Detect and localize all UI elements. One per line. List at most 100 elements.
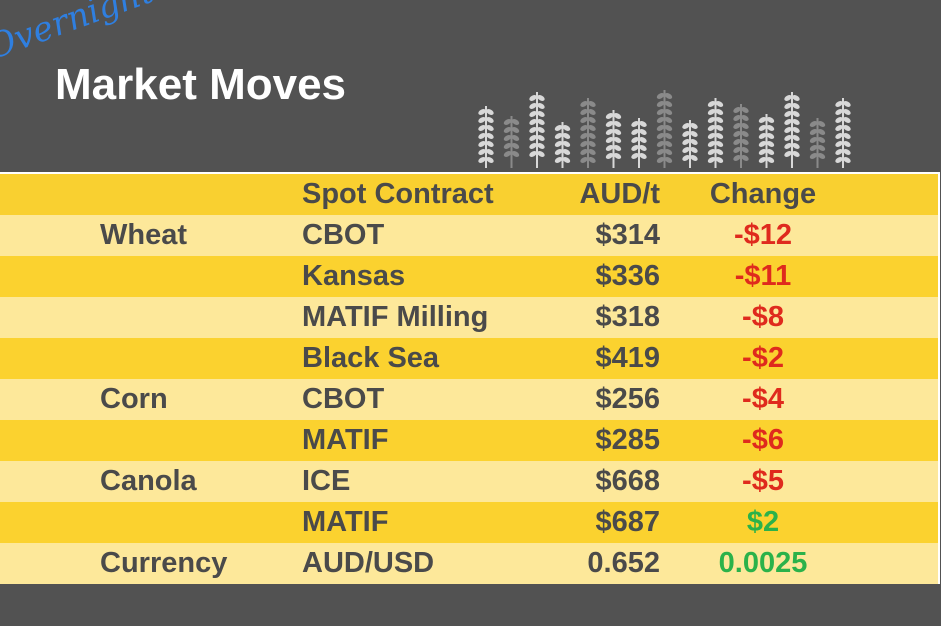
change: -$11 xyxy=(734,260,792,292)
price: $318 xyxy=(595,301,660,333)
wheat-stalk xyxy=(580,117,588,123)
wheat-stalk xyxy=(554,141,563,147)
table-row: Wheat CBOT $314 -$12 xyxy=(0,215,938,256)
wheat-stalk xyxy=(478,117,486,123)
wheat-stalk xyxy=(511,135,520,141)
subtitle: Overnight xyxy=(0,0,160,69)
wheat-stalk xyxy=(784,95,792,101)
change: -$8 xyxy=(742,301,784,333)
wheat-stalk xyxy=(690,147,698,153)
wheat-stalk xyxy=(478,149,486,155)
wheat-stalk xyxy=(656,101,665,107)
wheat-stalk xyxy=(588,157,596,163)
wheat-stalk xyxy=(631,153,639,159)
change: $2 xyxy=(746,506,780,538)
wheat-stalk xyxy=(741,115,749,121)
wheat-stalk xyxy=(631,145,639,151)
wheat-stalk xyxy=(817,129,826,135)
wheat-stalk xyxy=(843,101,851,107)
wheat-stalk xyxy=(835,101,843,107)
wheat-stalk xyxy=(758,133,767,139)
contract: Kansas xyxy=(302,260,406,292)
wheat-stalk xyxy=(562,149,571,155)
wheat-stalk xyxy=(537,127,545,133)
wheat-stalk xyxy=(664,141,673,147)
wheat-stalk xyxy=(486,133,494,139)
wheat-stalk xyxy=(613,137,622,143)
wheat-stalk xyxy=(478,141,486,147)
wheat-stalk xyxy=(562,125,571,131)
table-row: Kansas $336 -$11 xyxy=(0,256,938,297)
wheat-stalk xyxy=(537,143,545,149)
wheat-stalk xyxy=(605,129,614,135)
wheat-stalk xyxy=(588,117,596,123)
wheat-stalk xyxy=(529,95,537,101)
wheat-stalk xyxy=(733,155,741,161)
wheat-stalk xyxy=(639,145,647,151)
wheat-stalk xyxy=(733,123,741,129)
wheat-stalk xyxy=(580,149,588,155)
wheat-stalk xyxy=(656,125,665,131)
table-row: Canola ICE $668 -$5 xyxy=(0,461,938,502)
wheat-stalk xyxy=(656,141,665,147)
wheat-stalk xyxy=(792,143,800,149)
wheat-stalk xyxy=(817,145,826,151)
wheat-stalk xyxy=(613,129,622,135)
change: 0.0025 xyxy=(718,547,808,579)
wheat-stalk xyxy=(733,107,741,113)
wheat-stalk xyxy=(835,109,843,115)
header-row: Spot Contract AUD/t Change xyxy=(0,174,938,215)
wheat-stalk xyxy=(486,117,494,123)
wheat-stalk xyxy=(529,143,537,149)
wheat-stalk xyxy=(613,145,622,151)
change: -$4 xyxy=(742,383,784,415)
wheat-stalk xyxy=(580,125,588,131)
wheat-stalk xyxy=(554,125,563,131)
wheat-stalk xyxy=(580,133,588,139)
wheat-stalk xyxy=(792,95,800,101)
wheat-stalk xyxy=(503,119,512,125)
wheat-stalk xyxy=(588,125,596,131)
wheat-stalk xyxy=(682,131,690,137)
wheat-stalk xyxy=(503,143,512,149)
wheat-stalk xyxy=(766,133,775,139)
wheat-stalk xyxy=(562,141,571,147)
wheat-stalk xyxy=(613,153,622,159)
wheat-stalk xyxy=(792,151,800,157)
price: 0.652 xyxy=(587,547,660,579)
header-cell: Spot Contract xyxy=(302,178,494,210)
wheat-stalk xyxy=(843,109,851,115)
wheat-stalk xyxy=(664,125,673,131)
wheat-stalk xyxy=(835,125,843,131)
wheat-stalk xyxy=(758,117,767,123)
wheat-stalk xyxy=(707,117,716,123)
wheat-stalk xyxy=(715,101,724,107)
price: $256 xyxy=(595,383,660,415)
wheat-stalk xyxy=(809,121,818,127)
wheat-stalk xyxy=(605,121,614,127)
wheat-stalk xyxy=(529,151,537,157)
price: $314 xyxy=(595,219,660,251)
wheat-stalk xyxy=(478,157,486,163)
contract: CBOT xyxy=(302,219,385,251)
wheat-stalk xyxy=(554,133,563,139)
contract: MATIF Milling xyxy=(302,301,489,333)
wheat-stalk xyxy=(715,157,724,163)
wheat-stalk xyxy=(682,155,690,161)
price: $668 xyxy=(595,465,660,497)
wheat-stalk xyxy=(792,103,800,109)
price: $419 xyxy=(595,342,660,374)
wheat-stalk xyxy=(835,117,843,123)
title: Market Moves xyxy=(55,60,347,109)
wheat-stalk xyxy=(664,133,673,139)
wheat-stalk xyxy=(529,119,537,125)
wheat-stalk xyxy=(511,119,520,125)
change: -$6 xyxy=(742,424,784,456)
wheat-stalk xyxy=(817,137,826,143)
wheat-stalk xyxy=(605,153,614,159)
wheat-stalk xyxy=(715,149,724,155)
wheat-stalk xyxy=(631,121,639,127)
wheat-stalk xyxy=(478,125,486,131)
wheat-stalk xyxy=(639,153,647,159)
change: -$12 xyxy=(733,219,793,251)
